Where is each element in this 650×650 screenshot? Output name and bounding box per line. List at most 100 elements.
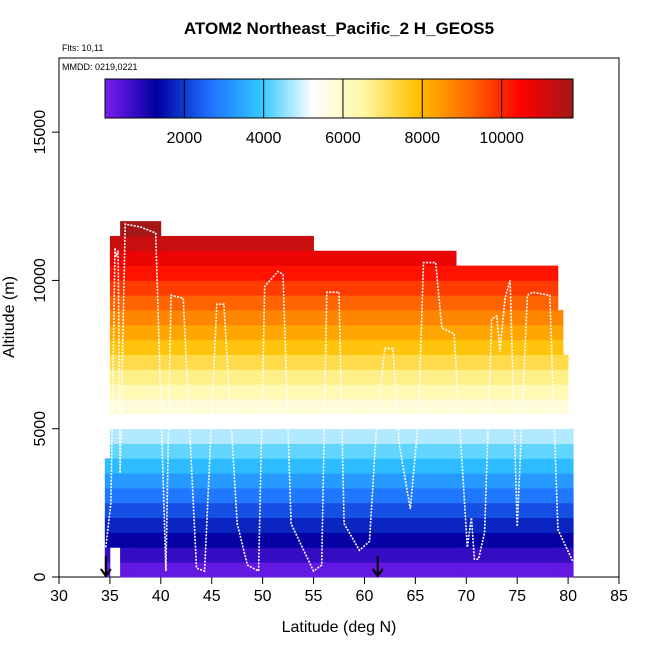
field-cell [135, 547, 162, 563]
field-cell [160, 354, 314, 370]
field-cell [557, 502, 564, 519]
flight-track-line [105, 223, 574, 573]
field-cell [135, 473, 162, 489]
field-cell [109, 517, 121, 533]
field-cell [120, 488, 136, 504]
colorbar-tick-label: 6000 [325, 130, 361, 147]
field-cell [456, 547, 559, 563]
field-cell [456, 369, 559, 385]
field-cell [160, 384, 314, 400]
field-cell [160, 250, 314, 266]
x-axis-label: Latitude (deg N) [282, 619, 397, 636]
field-cell [160, 488, 314, 504]
field-cell [313, 324, 457, 341]
field-cell [109, 443, 121, 459]
field-cell [557, 399, 564, 415]
field-cell [456, 339, 559, 355]
field-cell [135, 488, 162, 504]
field-cell [160, 473, 314, 489]
field-cell [557, 369, 564, 385]
field-cell [160, 413, 314, 430]
y-axis: 0 5000 10000 15000 [32, 110, 59, 581]
field-cell [313, 443, 457, 459]
field-cell [135, 235, 162, 252]
field-cell [120, 473, 136, 489]
field-cell [109, 458, 121, 474]
field-cell [557, 443, 564, 459]
field-cell [568, 428, 574, 444]
field-cell [313, 413, 457, 430]
colorbar-tick-label: 2000 [167, 130, 203, 147]
field-cell [456, 399, 559, 415]
field-cell [456, 443, 559, 459]
field-cell [135, 221, 162, 237]
field-cell [563, 428, 569, 444]
field-cell [109, 488, 121, 504]
field-cell [104, 488, 111, 504]
field-cell [120, 280, 136, 296]
field-cell [160, 295, 314, 311]
field-cell [160, 517, 314, 533]
field-cell [313, 399, 457, 415]
field-cell [120, 339, 136, 355]
field-cell [313, 280, 457, 296]
field-cell [313, 458, 457, 474]
field-cell [313, 250, 457, 266]
date-markers [100, 556, 384, 578]
field-cell [557, 324, 564, 341]
field-cell [563, 488, 569, 504]
field-cell [104, 458, 111, 474]
field-cell [313, 369, 457, 385]
field-cell [456, 428, 559, 444]
x-tick-label: 85 [610, 588, 628, 605]
field-cell [160, 310, 314, 326]
field-cell [135, 324, 162, 341]
field-cell [313, 547, 457, 563]
field-cell [120, 221, 136, 237]
field-cell [135, 384, 162, 400]
field-cell [135, 369, 162, 385]
flight-track [105, 223, 574, 573]
field-cell [104, 547, 111, 563]
field-cell [456, 384, 559, 400]
x-tick-label: 80 [559, 588, 577, 605]
field-cell [104, 532, 111, 548]
field-cell [456, 265, 559, 281]
arrow-head [371, 568, 384, 578]
field-cell [557, 413, 564, 430]
field-cell [557, 384, 564, 400]
field-cell [104, 562, 111, 578]
field-cell [135, 310, 162, 326]
y-tick-label: 15000 [32, 110, 49, 155]
field-cell [456, 562, 559, 578]
field-cell [109, 399, 121, 415]
field-cell [313, 502, 457, 519]
field-cell [456, 502, 559, 519]
field-cell [568, 443, 574, 459]
field-cell [557, 562, 564, 578]
field-cell [160, 324, 314, 341]
field-cell [120, 295, 136, 311]
colorbar-gradient [104, 78, 574, 119]
field-cell [135, 458, 162, 474]
colorbar-tick-label: 10000 [479, 130, 524, 147]
field-cell [135, 517, 162, 533]
field-cell [563, 517, 569, 533]
field-cell [563, 562, 569, 578]
field-cell [160, 339, 314, 355]
field-cell [160, 265, 314, 281]
field-cell [160, 502, 314, 519]
x-tick-label: 55 [305, 588, 323, 605]
x-tick-label: 75 [508, 588, 526, 605]
field-cell [568, 532, 574, 548]
field-cell [135, 399, 162, 415]
colorbar-tick-label: 4000 [246, 130, 282, 147]
x-tick-label: 30 [50, 588, 68, 605]
field-cell [557, 354, 564, 370]
field-cell [120, 547, 136, 563]
field-cell [160, 458, 314, 474]
field-cell [109, 324, 121, 341]
field-cell [557, 517, 564, 533]
field-cell [563, 502, 569, 519]
